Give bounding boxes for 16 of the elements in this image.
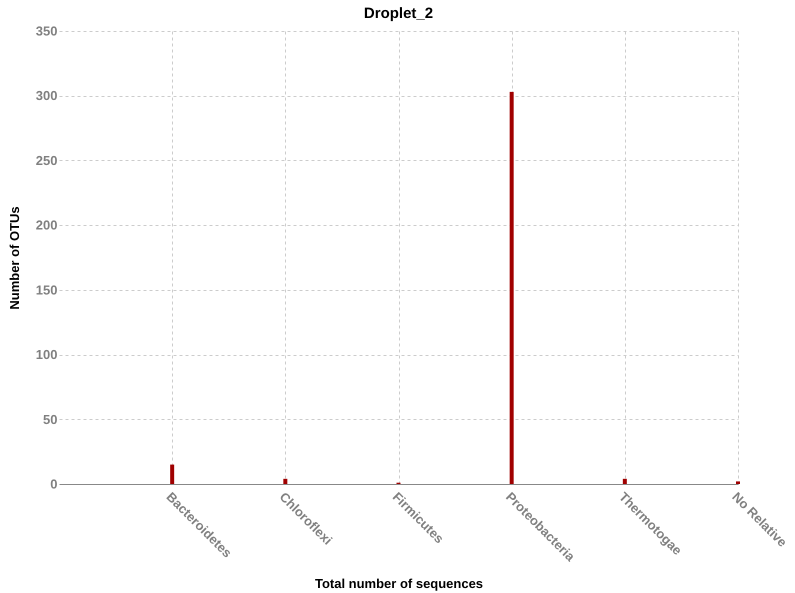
y-tick-label: 150 xyxy=(36,282,58,298)
y-tick-label: 250 xyxy=(36,152,58,168)
bar xyxy=(283,478,288,484)
chart-title: Droplet_2 xyxy=(364,5,434,22)
bar xyxy=(510,92,514,484)
y-tick-label: 0 xyxy=(50,476,58,492)
y-tick-label: 300 xyxy=(36,88,58,104)
y-tick-label: 50 xyxy=(43,412,58,427)
bar xyxy=(736,481,740,484)
y-tick-label: 200 xyxy=(36,218,58,233)
bar xyxy=(622,478,627,484)
y-tick-label: 350 xyxy=(36,24,58,38)
bar xyxy=(170,464,174,484)
x-axis-title: Total number of sequences xyxy=(314,576,484,592)
y-axis-title: Number of OTUs xyxy=(6,206,22,310)
y-tick-label: 100 xyxy=(36,347,58,362)
